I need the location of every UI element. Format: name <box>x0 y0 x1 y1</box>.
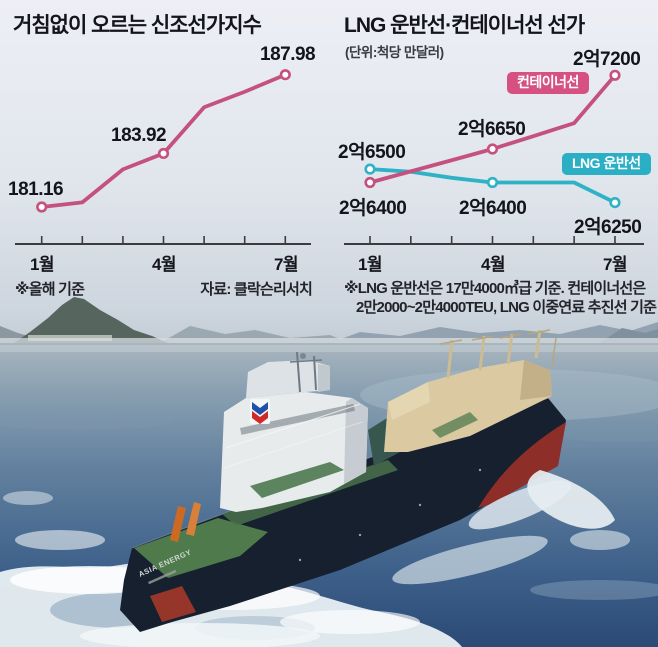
mast-crossbar <box>289 359 323 363</box>
bow-red-bottom <box>478 422 566 508</box>
left-point-label-apr: 183.92 <box>111 125 167 146</box>
window-band <box>239 403 355 435</box>
left-axis-label-apr: 4월 <box>151 255 177 274</box>
ship-port-text <box>148 569 177 585</box>
railing <box>223 421 363 469</box>
tank-highlight <box>388 382 430 420</box>
legend-badge-container-ship: 컨테이너선 <box>507 72 589 94</box>
left-chart-title: 거침없이 오르는 신조선가지수 <box>13 14 262 37</box>
left-chart-source: 자료: 클락슨리서치 <box>200 281 312 298</box>
right-chart-unit: (단위:척당 만달러) <box>345 45 444 60</box>
label-lng-apr: 2억6400 <box>459 198 527 219</box>
cranes <box>446 329 542 379</box>
railing <box>225 403 361 449</box>
label-lng-jan: 2억6500 <box>338 142 406 163</box>
sky <box>0 0 658 345</box>
bridge-deck <box>246 360 330 398</box>
left-axis-label-jan: 1월 <box>29 255 55 274</box>
right-marker-lng <box>609 197 621 209</box>
sea-band <box>0 345 658 352</box>
tank-shadow <box>520 360 552 400</box>
crane-crossbars <box>439 329 557 367</box>
stern-red-boot <box>150 586 196 622</box>
lifeboat-ramp <box>170 506 186 542</box>
left-chart-footnote: ※올해 기준 <box>15 281 85 298</box>
ship: ASIA ENERGY <box>120 329 566 632</box>
bow-foam-trail <box>570 530 630 550</box>
label-container-apr: 2억6650 <box>458 119 526 140</box>
wake-trail <box>530 580 658 600</box>
right-marker-lng <box>364 163 376 175</box>
superstructure-shadow <box>344 398 368 484</box>
left-marker-index <box>157 147 170 160</box>
legend-badge-lng-carrier: LNG 운반선 <box>562 153 651 175</box>
right-axis-label-jan: 1월 <box>357 255 383 274</box>
label-lng-jul: 2억6250 <box>574 217 642 238</box>
radar-dome <box>300 353 306 359</box>
right-chart-title: LNG 운반선·컨테이너선 선가 <box>344 14 585 37</box>
bow-foam <box>468 480 572 530</box>
hull-marks <box>298 468 482 562</box>
mast <box>296 351 301 393</box>
tank-deck-green <box>432 412 478 438</box>
right-axis-label-jul: 7월 <box>602 255 628 274</box>
horizon-haze <box>0 338 658 346</box>
poop-deck <box>134 518 268 578</box>
mast <box>313 355 317 391</box>
label-container-jan: 2억6400 <box>339 198 407 219</box>
lifeboat-ramp <box>186 502 201 536</box>
hull-foam <box>392 535 548 585</box>
distant-mountains <box>330 322 658 343</box>
left-point-label-jul: 187.98 <box>260 44 316 65</box>
chevron-logo <box>250 399 270 424</box>
deck-green <box>250 462 344 498</box>
right-marker-lng <box>486 176 499 189</box>
right-marker-container <box>364 176 376 189</box>
wake-streak <box>280 610 420 634</box>
left-point-label-jan: 181.16 <box>8 179 64 200</box>
right-axis-label-apr: 4월 <box>480 255 506 274</box>
left-marker-index <box>36 201 48 213</box>
right-marker-container <box>609 69 621 81</box>
right-chart-footnote-1: ※LNG 운반선은 17만4000㎥급 기준. 컨테이너선은 <box>344 280 646 297</box>
left-axis-label-jul: 7월 <box>273 255 299 274</box>
right-chart-footnote-2: 2만2000~2만4000TEU, LNG 이중연료 추진선 기준 <box>356 299 657 316</box>
label-container-jul: 2억7200 <box>573 49 641 70</box>
foam-patch <box>3 491 53 505</box>
hull <box>120 398 566 632</box>
bridge-shadow <box>318 364 330 392</box>
right-marker-container <box>486 143 499 155</box>
island <box>14 297 168 343</box>
left-marker-index <box>279 69 291 81</box>
sea-streak <box>550 422 658 442</box>
sea-streak <box>0 410 175 430</box>
foam-patch <box>15 530 105 550</box>
